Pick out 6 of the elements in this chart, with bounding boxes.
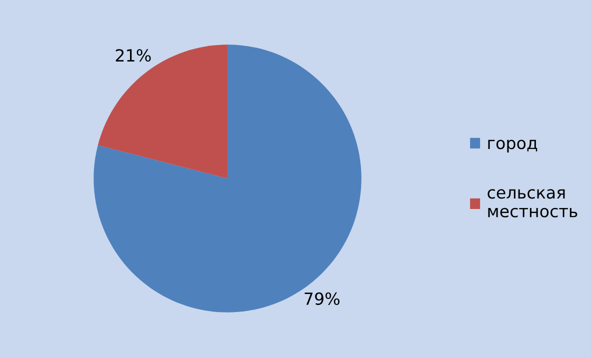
pie-slice: [94, 44, 362, 312]
pie-slice: [98, 44, 228, 178]
legend-label: город: [488, 140, 538, 152]
data-label: 79%: [304, 292, 340, 305]
legend-label: сельская местность: [488, 189, 578, 218]
data-label: 21%: [116, 49, 151, 62]
